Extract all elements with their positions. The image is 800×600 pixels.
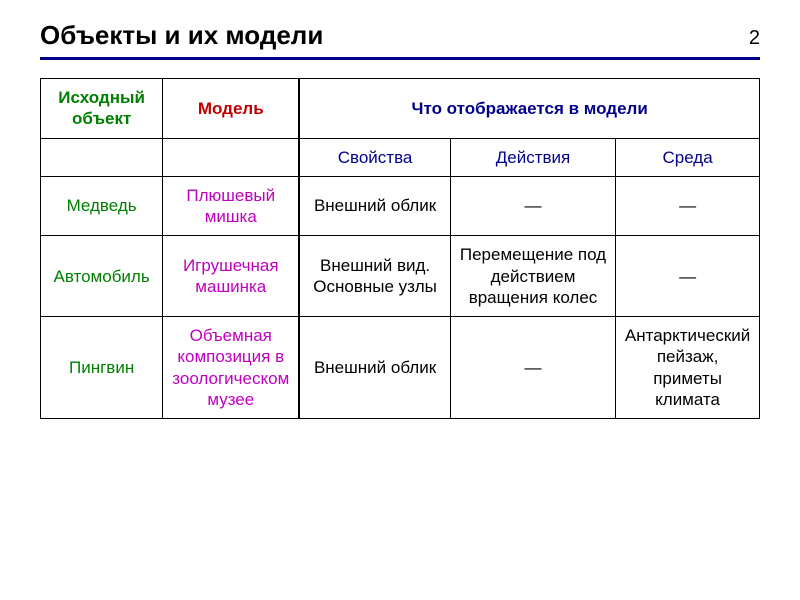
table-header-row: Исходный объект Модель Что отображается …	[41, 79, 760, 139]
cell-env: Антарктический пейзаж, приметы климата	[616, 317, 760, 419]
header-row: Объекты и их модели 2	[40, 20, 760, 57]
cell-env: —	[616, 176, 760, 236]
col-header-object: Исходный объект	[41, 79, 163, 139]
cell-model: Объемная композиция в зоологическом музе…	[163, 317, 300, 419]
page-title: Объекты и их модели	[40, 20, 323, 51]
cell-model: Игрушечная машинка	[163, 236, 300, 317]
subheader-props: Свойства	[299, 138, 450, 176]
cell-props: Внешний облик	[299, 176, 450, 236]
subheader-acts: Действия	[450, 138, 615, 176]
col-header-model: Модель	[163, 79, 300, 139]
table-row: Медведь Плюшевый мишка Внешний облик — —	[41, 176, 760, 236]
objects-table: Исходный объект Модель Что отображается …	[40, 78, 760, 419]
cell-object: Пингвин	[41, 317, 163, 419]
title-rule	[40, 57, 760, 60]
cell-object: Автомобиль	[41, 236, 163, 317]
cell-model: Плюшевый мишка	[163, 176, 300, 236]
subheader-env: Среда	[616, 138, 760, 176]
cell-acts: Перемещение под действием вращения колес	[450, 236, 615, 317]
slide: Объекты и их модели 2 Исходный объект Мо…	[0, 0, 800, 439]
cell-props: Внешний облик	[299, 317, 450, 419]
col-header-group: Что отображается в модели	[299, 79, 759, 139]
cell-env: —	[616, 236, 760, 317]
cell-acts: —	[450, 317, 615, 419]
page-number: 2	[749, 27, 760, 50]
subheader-empty-object	[41, 138, 163, 176]
cell-props: Внешний вид. Основные узлы	[299, 236, 450, 317]
table-subheader-row: Свойства Действия Среда	[41, 138, 760, 176]
cell-object: Медведь	[41, 176, 163, 236]
table-row: Автомобиль Игрушечная машинка Внешний ви…	[41, 236, 760, 317]
table-row: Пингвин Объемная композиция в зоологичес…	[41, 317, 760, 419]
subheader-empty-model	[163, 138, 300, 176]
cell-acts: —	[450, 176, 615, 236]
